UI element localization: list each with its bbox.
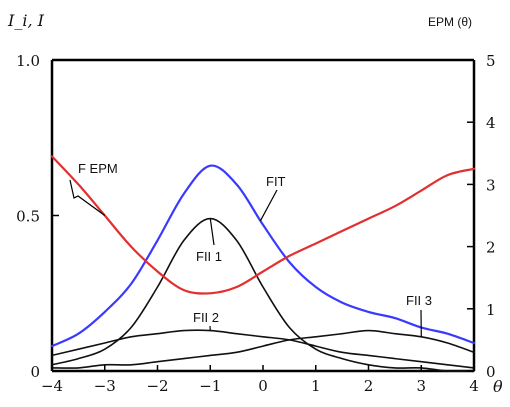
y-right-tick-label: 0 bbox=[486, 363, 496, 381]
x-tick-label: −2 bbox=[146, 377, 168, 395]
annotation-label-f-epm: F EPM bbox=[78, 161, 118, 176]
x-tick-label: 3 bbox=[416, 377, 426, 395]
series-line-fit bbox=[50, 164, 476, 348]
series-layer bbox=[50, 155, 476, 373]
x-tick-label: 1 bbox=[311, 377, 321, 395]
series-line-fii-2 bbox=[51, 329, 475, 369]
x-axis-title: θ bbox=[493, 377, 503, 396]
y-left-tick-label: 0.5 bbox=[16, 208, 40, 226]
x-tick-label: −4 bbox=[41, 377, 63, 395]
annotation-label-fii-1: FII 1 bbox=[196, 249, 222, 264]
x-tick-label: −3 bbox=[94, 377, 116, 395]
leader-line-f-epm bbox=[69, 179, 106, 216]
y-right-tick-label: 1 bbox=[486, 301, 496, 319]
leader-line-fii-1 bbox=[209, 218, 215, 246]
y-left-tick-label: 0 bbox=[30, 363, 40, 381]
right-axis-title: EPM (θ) bbox=[428, 15, 472, 29]
leader-line-fit bbox=[259, 189, 278, 222]
y-right-tick-label: 2 bbox=[486, 239, 496, 257]
x-tick-label: 0 bbox=[258, 377, 268, 395]
annotation-label-fii-2: FII 2 bbox=[193, 310, 219, 325]
y-right-tick-label: 4 bbox=[486, 114, 496, 132]
annotation-label-fit: FIT bbox=[266, 174, 286, 189]
y-right-tick-label: 5 bbox=[486, 52, 496, 70]
annotation-label-fii-3: FII 3 bbox=[406, 293, 432, 308]
x-tick-label: 2 bbox=[364, 377, 374, 395]
series-line-f-epm bbox=[50, 155, 476, 295]
series-line-fii-1 bbox=[51, 217, 475, 373]
x-tick-label: −1 bbox=[199, 377, 221, 395]
y-right-tick-label: 3 bbox=[486, 176, 496, 194]
series-line-fii-3 bbox=[51, 329, 475, 369]
y-left-tick-label: 1.0 bbox=[16, 52, 40, 70]
left-axis-title: I_i, I bbox=[7, 11, 45, 30]
labels-layer: F EPM FIT FII 1 FII 2 FII 3 bbox=[69, 161, 432, 337]
x-tick-label: 4 bbox=[469, 377, 479, 395]
